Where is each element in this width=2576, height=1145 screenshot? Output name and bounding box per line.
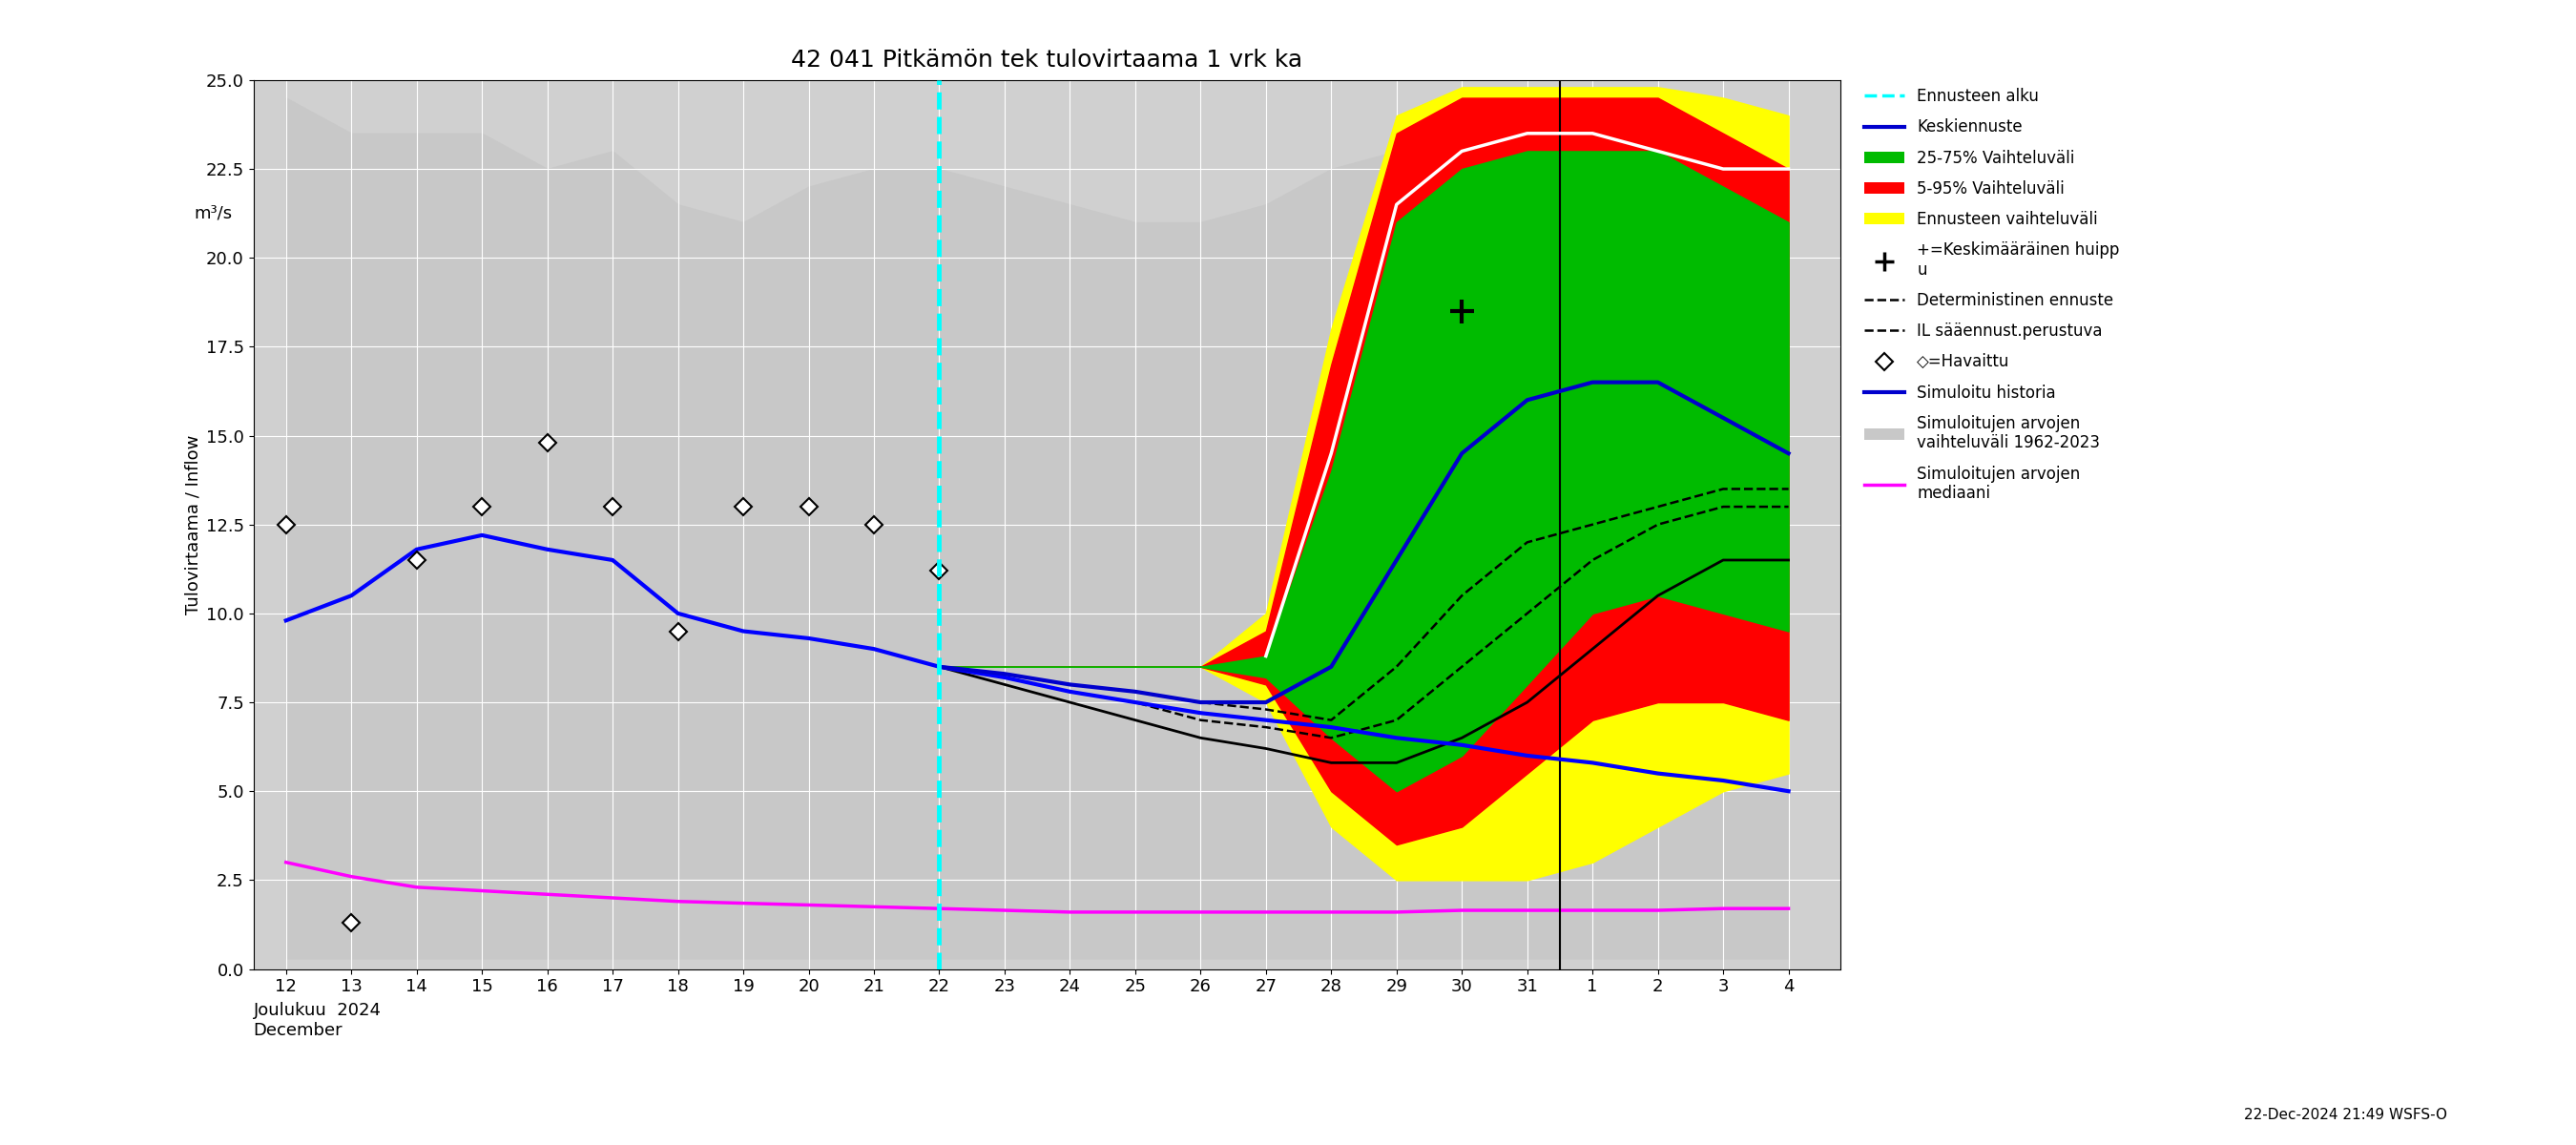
Text: 22-Dec-2024 21:49 WSFS-O: 22-Dec-2024 21:49 WSFS-O [2244,1108,2447,1122]
Text: Tulovirtaama / Inflow: Tulovirtaama / Inflow [185,435,201,615]
Title: 42 041 Pitkämön tek tulovirtaama 1 vrk ka: 42 041 Pitkämön tek tulovirtaama 1 vrk k… [791,48,1303,71]
X-axis label: Joulukuu  2024
December: Joulukuu 2024 December [252,1002,381,1040]
Legend: Ennusteen alku, Keskiennuste, 25-75% Vaihteluväli, 5-95% Vaihteluväli, Ennusteen: Ennusteen alku, Keskiennuste, 25-75% Vai… [1865,88,2120,503]
Text: m³/s: m³/s [196,205,232,222]
